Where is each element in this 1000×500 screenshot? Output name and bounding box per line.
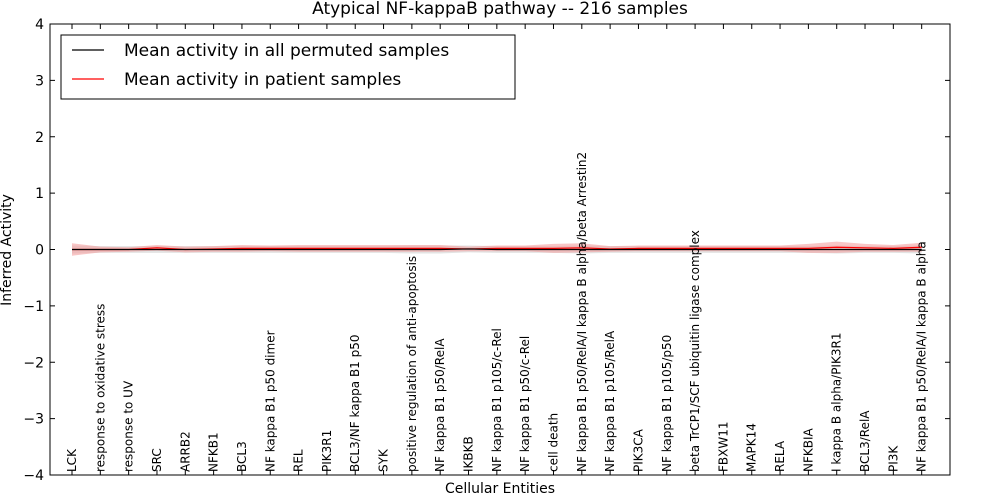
y-tick-label: −3 bbox=[23, 412, 44, 428]
x-tick-label: response to UV bbox=[122, 380, 136, 472]
x-tick-label: positive regulation of anti-apoptosis bbox=[405, 256, 419, 472]
x-tick-label: NFKB1 bbox=[207, 432, 221, 472]
x-tick-label: beta TrCP1/SCF ubiquitin ligase complex bbox=[688, 230, 702, 472]
y-tick-label: −1 bbox=[23, 299, 44, 315]
x-tick-label: response to oxidative stress bbox=[93, 304, 107, 472]
legend-box bbox=[60, 34, 516, 100]
legend: Mean activity in all permuted samples Mea… bbox=[60, 34, 516, 100]
x-tick-label: NF kappa B1 p50/RelA bbox=[433, 338, 447, 472]
x-tick-label: BCL3/NF kappa B1 p50 bbox=[348, 334, 362, 472]
y-tick-label: 2 bbox=[35, 130, 44, 146]
x-tick-label: NFKBIA bbox=[801, 427, 815, 472]
y-tick-label: −4 bbox=[23, 468, 44, 484]
x-tick-label: BCL3/RelA bbox=[858, 410, 872, 472]
y-tick-label: 3 bbox=[35, 73, 44, 89]
x-tick-label: PIK3R1 bbox=[320, 430, 334, 472]
plot-frame bbox=[49, 23, 951, 476]
series-lines bbox=[72, 246, 922, 251]
series-line-0 bbox=[72, 248, 922, 251]
legend-label-0: Mean activity in all permuted samples bbox=[124, 41, 449, 61]
x-axis-label: Cellular Entities bbox=[445, 481, 555, 497]
x-tick-label: NF kappa B1 p105/c-Rel bbox=[490, 328, 504, 472]
y-axis-label: Inferred Activity bbox=[0, 194, 15, 306]
y-tick-label: −2 bbox=[23, 355, 44, 371]
x-tick-label: FBXW11 bbox=[716, 422, 730, 473]
x-tick-label: BCL3 bbox=[235, 441, 249, 472]
x-tick-label: LCK bbox=[65, 448, 79, 472]
x-tick-label: REL bbox=[292, 449, 306, 472]
x-tick-label: NF kappa B1 p105/RelA bbox=[603, 330, 617, 472]
x-tick-label: ARRB2 bbox=[178, 431, 192, 472]
chart-title: Atypical NF-kappaB pathway -- 216 sample… bbox=[312, 0, 688, 19]
x-tick-label: RELA bbox=[773, 440, 787, 472]
x-tick-label: PI3K bbox=[886, 445, 900, 472]
x-tick-label: NF kappa B1 p50/RelA/I kappa B alpha/bet… bbox=[575, 152, 589, 472]
x-tick-label: SYK bbox=[377, 448, 391, 472]
x-tick-label: cell death bbox=[546, 413, 560, 472]
legend-label-1: Mean activity in patient samples bbox=[124, 70, 401, 90]
x-tick-label: MAPK14 bbox=[745, 423, 759, 472]
x-tick-label: NF kappa B1 p50/c-Rel bbox=[518, 336, 532, 472]
x-tick-label: I kappa B alpha/PIK3R1 bbox=[830, 333, 844, 472]
x-tick-label: IKBKB bbox=[462, 436, 476, 472]
x-tick-label: NF kappa B1 p105/p50 bbox=[660, 335, 674, 472]
x-tick-label: NF kappa B1 p50/RelA/I kappa B alpha bbox=[915, 241, 929, 472]
y-tick-label: 1 bbox=[35, 186, 44, 202]
x-tick-label: PIK3CA bbox=[631, 428, 645, 472]
y-tick-label: 4 bbox=[35, 17, 44, 33]
x-tick-label: SRC bbox=[150, 448, 164, 472]
x-tick-label: NF kappa B1 p50 dimer bbox=[263, 330, 277, 472]
x-axis-ticks: LCK response to oxidative stress response … bbox=[65, 24, 929, 475]
y-tick-label: 0 bbox=[35, 243, 44, 259]
